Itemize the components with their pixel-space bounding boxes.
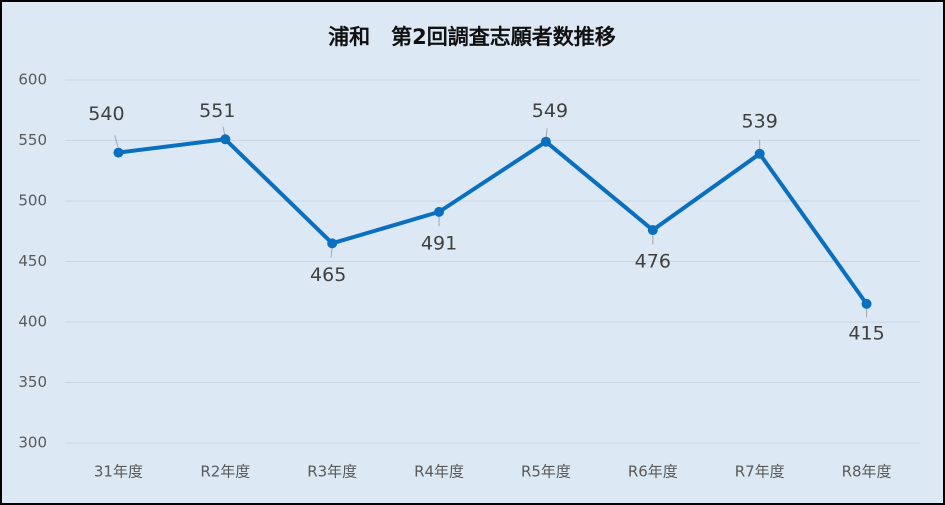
data-label: 415 — [848, 322, 884, 344]
x-tick-label: R7年度 — [735, 463, 785, 481]
data-line — [118, 137, 869, 306]
y-tick-label: 550 — [18, 131, 47, 149]
data-point — [540, 136, 551, 147]
data-point — [220, 134, 231, 145]
x-tick-label: R4年度 — [414, 463, 464, 481]
data-point — [327, 238, 338, 249]
y-tick-label: 350 — [18, 373, 47, 391]
y-tick-label: 600 — [18, 71, 47, 89]
x-tick-label: R8年度 — [842, 463, 892, 481]
leader-line — [222, 126, 226, 136]
data-point — [434, 206, 445, 217]
data-point — [113, 147, 124, 158]
y-tick-label: 450 — [18, 252, 47, 270]
data-point — [861, 298, 872, 309]
data-label: 491 — [421, 232, 457, 254]
x-tick-label: R6年度 — [628, 463, 678, 481]
data-label: 540 — [88, 103, 124, 125]
data-point — [647, 225, 658, 236]
chart-title: 浦和 第2回調査志願者数推移 — [328, 25, 616, 49]
data-label: 465 — [310, 264, 346, 286]
data-label: 551 — [199, 100, 235, 122]
y-tick-label: 500 — [18, 192, 47, 210]
y-tick-label: 400 — [18, 313, 47, 331]
data-label: 549 — [532, 100, 568, 122]
leader-line — [545, 128, 548, 138]
x-tick-label: R3年度 — [307, 463, 357, 481]
leader-line — [330, 248, 333, 258]
x-tick-label: 31年度 — [94, 463, 143, 481]
y-tick-label: 300 — [18, 434, 47, 452]
data-point — [754, 148, 765, 159]
x-tick-label: R2年度 — [200, 463, 250, 481]
leader-line — [114, 135, 119, 148]
data-label: 476 — [635, 251, 671, 273]
data-label: 539 — [742, 110, 778, 132]
x-tick-label: R5年度 — [521, 463, 571, 481]
